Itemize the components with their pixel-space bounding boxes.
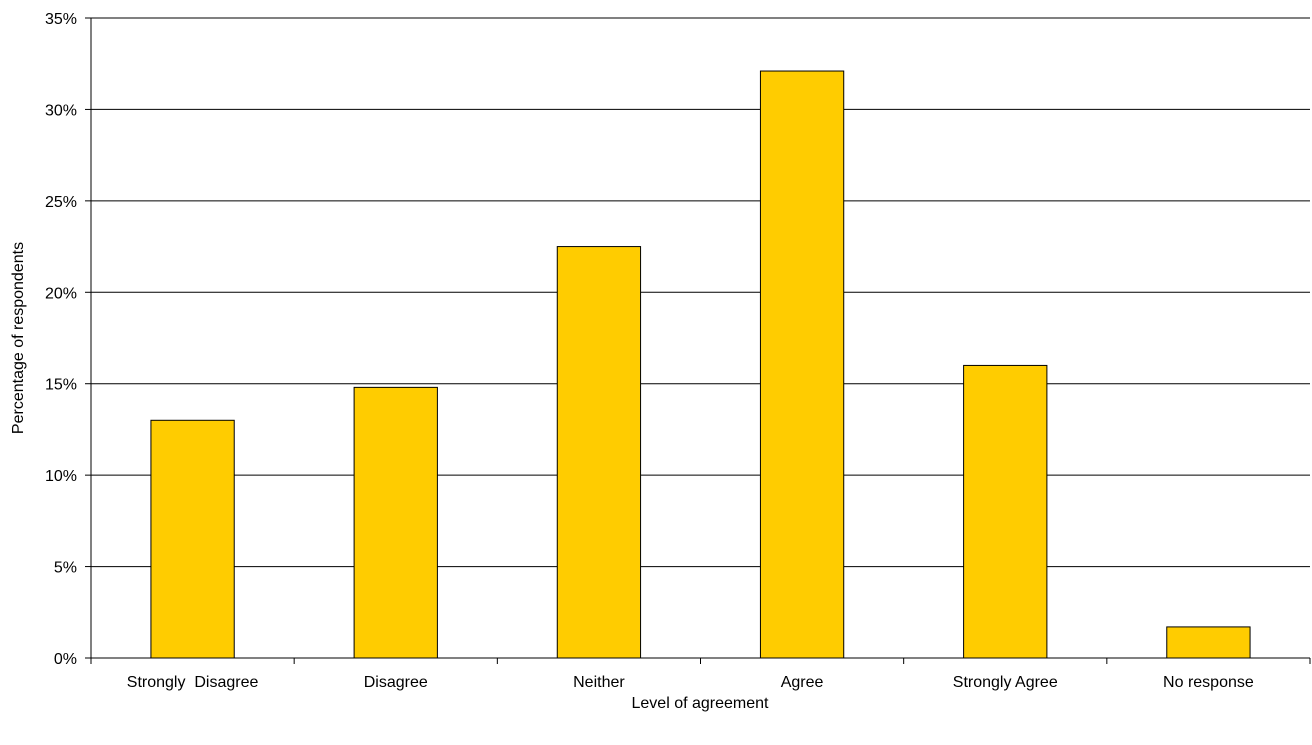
x-category-label: Strongly Disagree bbox=[127, 674, 259, 691]
x-category-label: No response bbox=[1163, 674, 1254, 691]
gridlines bbox=[91, 17, 1310, 568]
bars bbox=[150, 70, 1251, 659]
y-tick-label: 25% bbox=[45, 194, 77, 211]
x-category-labels: Strongly Disagree Disagree Neither Agree Str… bbox=[127, 674, 1254, 691]
axes bbox=[85, 17, 1311, 664]
x-axis-title: Level of agreement bbox=[632, 695, 770, 712]
y-tick-label: 35% bbox=[45, 11, 77, 28]
y-tick-label: 0% bbox=[54, 651, 77, 668]
y-tick-label: 5% bbox=[54, 560, 77, 577]
y-tick-label: 30% bbox=[45, 102, 77, 119]
y-tick-label: 20% bbox=[45, 285, 77, 302]
bar bbox=[1166, 626, 1251, 659]
bar bbox=[759, 70, 845, 659]
y-axis-title: Percentage of respondents bbox=[10, 242, 27, 434]
x-category-label: Disagree bbox=[364, 674, 428, 691]
x-category-label: Strongly Agree bbox=[953, 674, 1058, 691]
bar bbox=[556, 246, 642, 659]
y-tick-label: 10% bbox=[45, 468, 77, 485]
x-category-label: Agree bbox=[781, 674, 824, 691]
y-tick-labels: 0% 5% 10% 15% 20% 25% 30% 35% bbox=[45, 11, 77, 668]
bar bbox=[353, 386, 438, 659]
bar bbox=[150, 419, 235, 659]
bar bbox=[963, 364, 1048, 659]
x-category-label: Neither bbox=[573, 674, 625, 691]
y-tick-label: 15% bbox=[45, 377, 77, 394]
